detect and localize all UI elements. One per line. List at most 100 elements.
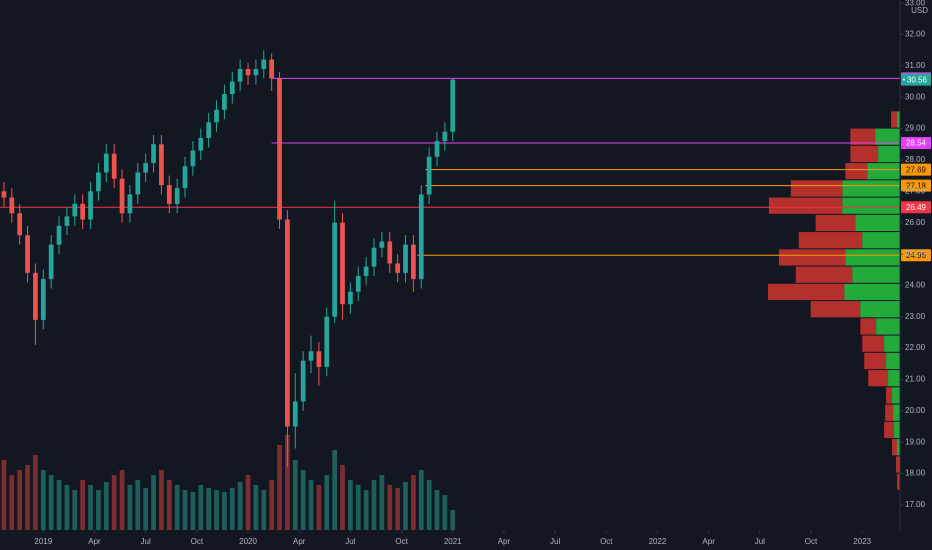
- level-label: 26.49: [906, 203, 927, 212]
- x-tick-label: Oct: [805, 537, 818, 546]
- axes-layer: 30.6028.5427.6927.1826.4924.9617.0018.00…: [34, 0, 931, 546]
- profile-up-bar: [855, 214, 900, 232]
- candle-body: [285, 219, 290, 427]
- profile-down-bar: [815, 214, 856, 232]
- volume-bar: [411, 475, 416, 530]
- profile-down-bar: [896, 456, 900, 473]
- candle-body: [348, 291, 353, 305]
- candle-body: [111, 153, 117, 179]
- x-tick-label: Oct: [191, 537, 204, 546]
- candle-body: [166, 185, 172, 204]
- volume-bar: [111, 475, 117, 530]
- last-price-dot: [903, 78, 905, 81]
- volume-bar: [135, 480, 141, 530]
- volume-bar: [316, 485, 322, 530]
- volume-bar: [418, 470, 424, 530]
- volume-bar: [64, 485, 70, 530]
- candle-body: [159, 144, 164, 186]
- profile-down-bar: [790, 180, 843, 197]
- volume-bar: [40, 470, 46, 530]
- level-label: 27.18: [906, 181, 927, 190]
- candle-body: [119, 178, 125, 214]
- x-tick-label: 2023: [853, 537, 871, 546]
- profile-up-bar: [888, 370, 900, 387]
- profile-up-bar: [897, 111, 900, 128]
- x-tick-label: Oct: [600, 537, 613, 546]
- volume-bar: [214, 490, 219, 530]
- volume-bar: [48, 475, 54, 530]
- volume-bar: [403, 482, 408, 530]
- volume-bar: [237, 482, 243, 530]
- last-price-box: [901, 73, 931, 86]
- candle-body: [411, 244, 416, 280]
- volume-bar: [253, 485, 259, 530]
- x-tick-label: Apr: [498, 537, 511, 546]
- profile-down-bar: [885, 404, 894, 421]
- profile-down-bar: [798, 232, 863, 249]
- candle-body: [292, 401, 298, 427]
- volume-bar: [442, 495, 448, 530]
- volume-bar: [9, 475, 15, 530]
- candle-body: [379, 241, 385, 248]
- profile-up-bar: [893, 404, 900, 421]
- profile-down-bar: [884, 421, 895, 439]
- y-tick-label: 32.00: [905, 30, 926, 39]
- x-tick-label: Jul: [550, 537, 560, 546]
- volume-bar: [190, 492, 196, 530]
- volume-bar: [426, 480, 432, 530]
- candle-body: [151, 144, 156, 164]
- profile-up-bar: [842, 180, 900, 197]
- candle-body: [56, 225, 62, 245]
- profile-down-bar: [862, 335, 885, 352]
- candle-body: [40, 279, 46, 320]
- profile-up-bar: [860, 301, 900, 318]
- level-label-box: [901, 137, 931, 150]
- profile-up-bar: [842, 197, 900, 214]
- profile-down-bar: [810, 301, 861, 318]
- profile-down-bar: [850, 128, 876, 145]
- candle-body: [395, 263, 400, 273]
- profile-up-bar: [852, 266, 900, 283]
- y-tick-label: 30.00: [905, 92, 926, 101]
- profile-up-bar: [844, 283, 900, 301]
- level-label-box: [901, 201, 931, 214]
- volume-bar: [269, 480, 275, 530]
- candle-body: [253, 68, 259, 76]
- candle-body: [48, 244, 54, 280]
- candle-body: [198, 137, 204, 151]
- currency-label: USD: [911, 6, 928, 15]
- candle-body: [308, 351, 314, 361]
- profile-up-bar: [876, 318, 900, 335]
- volume-bar: [324, 475, 330, 530]
- profile-up-bar: [845, 249, 900, 266]
- candle-body: [403, 244, 408, 273]
- profile-down-bar: [795, 266, 853, 283]
- y-tick-label: 18.00: [905, 469, 926, 478]
- candle-body: [277, 78, 282, 220]
- x-tick-label: Jul: [755, 537, 765, 546]
- candle-body: [316, 351, 322, 367]
- volume-bar: [395, 488, 400, 530]
- volume-bar: [379, 475, 385, 530]
- candle-body: [363, 266, 369, 276]
- volume-bar: [292, 460, 298, 530]
- candle-body: [135, 172, 141, 195]
- volume-bar: [182, 490, 188, 530]
- candle-body: [387, 241, 393, 264]
- candle-body: [80, 203, 86, 220]
- profile-up-bar: [862, 232, 900, 249]
- volume-bar: [198, 485, 204, 530]
- volume-bar: [387, 485, 393, 530]
- x-tick-label: 2022: [649, 537, 667, 546]
- volume-bar: [119, 470, 125, 530]
- x-tick-label: Apr: [702, 537, 715, 546]
- candle-body: [442, 131, 448, 142]
- volume-bar: [33, 455, 38, 530]
- candle-body: [17, 213, 23, 236]
- profile-down-bar: [778, 249, 846, 266]
- candle-body: [340, 222, 345, 305]
- y-tick-label: 29.00: [905, 124, 926, 133]
- level-label: 24.96: [906, 251, 927, 260]
- candle-body: [64, 216, 70, 226]
